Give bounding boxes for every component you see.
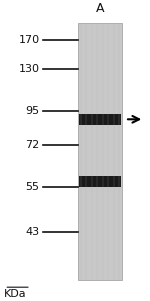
FancyBboxPatch shape bbox=[79, 114, 121, 125]
Text: 130: 130 bbox=[19, 64, 40, 73]
Text: 43: 43 bbox=[26, 227, 40, 237]
Text: 72: 72 bbox=[25, 140, 40, 150]
Text: A: A bbox=[96, 2, 104, 15]
Text: KDa: KDa bbox=[4, 289, 27, 299]
Text: 170: 170 bbox=[19, 35, 40, 45]
FancyBboxPatch shape bbox=[78, 23, 122, 280]
Text: 95: 95 bbox=[26, 106, 40, 116]
FancyBboxPatch shape bbox=[79, 176, 121, 187]
Text: 55: 55 bbox=[26, 182, 40, 192]
